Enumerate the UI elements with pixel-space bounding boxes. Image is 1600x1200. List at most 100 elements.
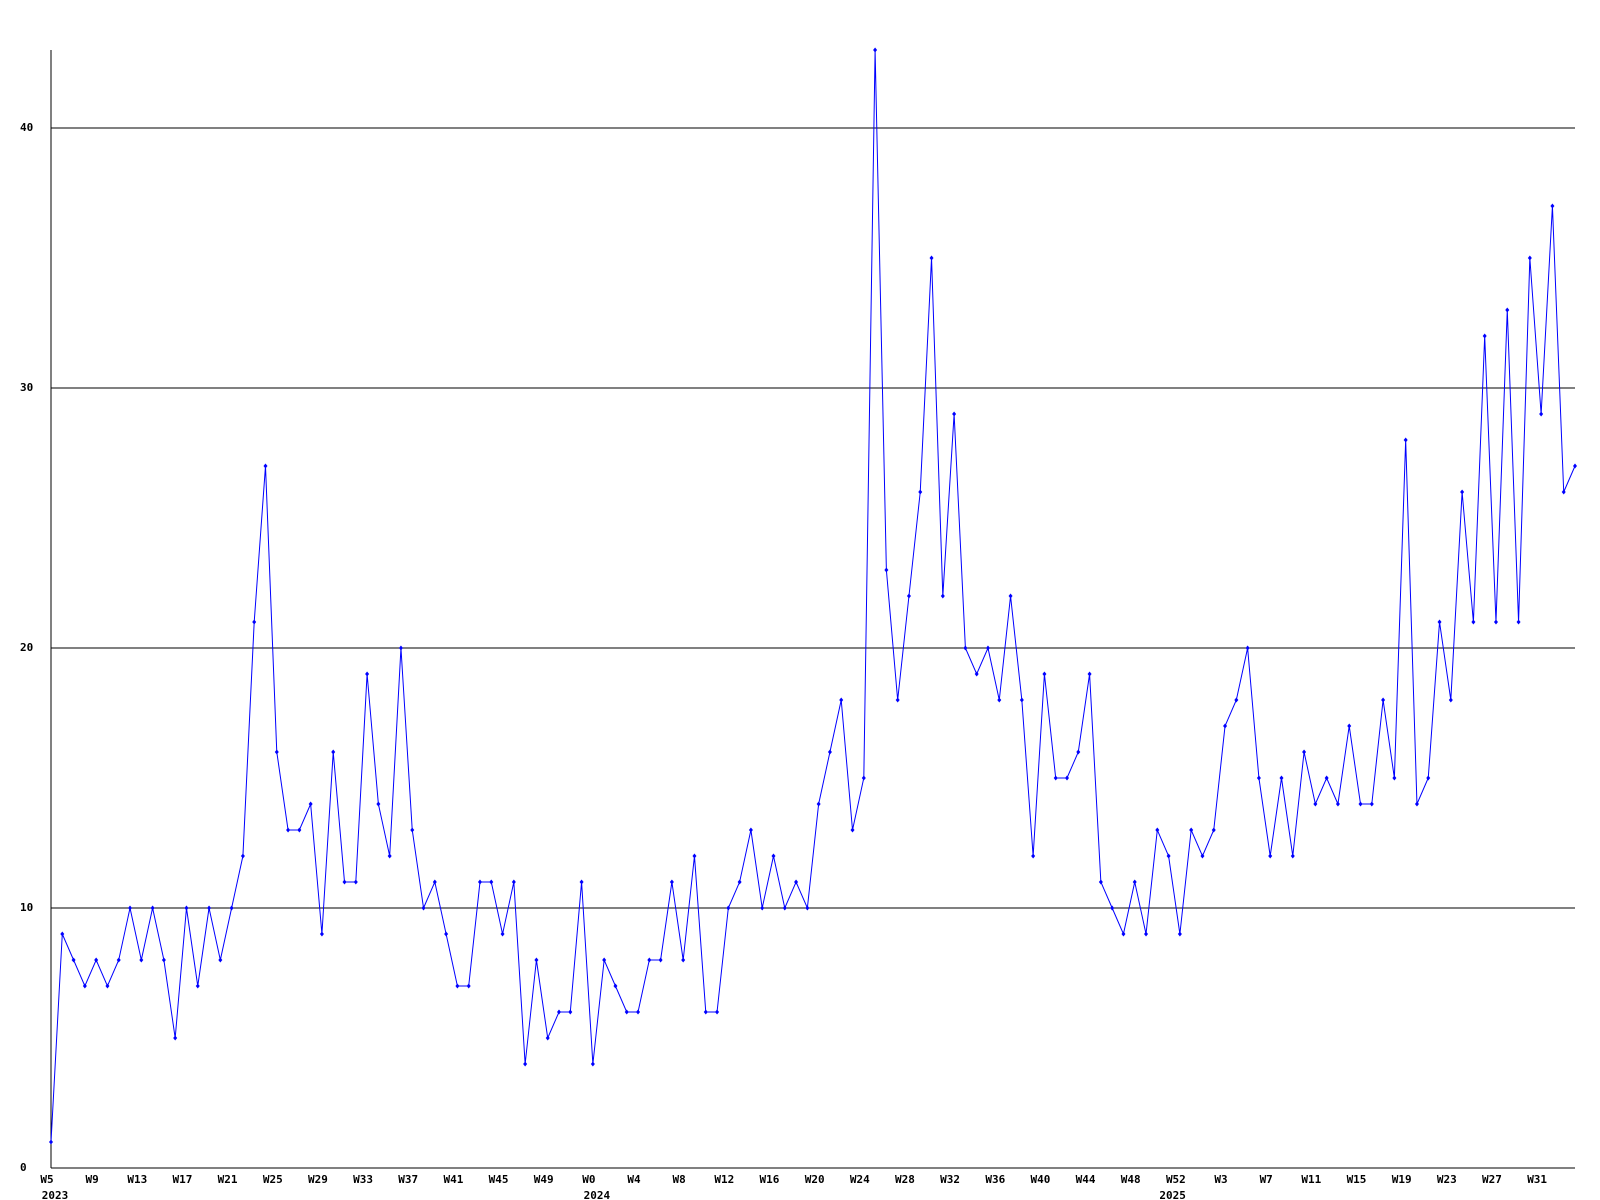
data-point [1505,307,1510,313]
data-point [1177,931,1182,937]
x-tick-label: W11 [1301,1173,1321,1186]
data-point [782,905,787,911]
x-tick-label: W13 [127,1173,147,1186]
x-tick-label: W9 [86,1173,99,1186]
data-point [1256,775,1261,781]
data-point [602,957,607,963]
x-tick-label: W27 [1482,1173,1502,1186]
x-tick-label: W48 [1121,1173,1141,1186]
x-tick-label: W41 [443,1173,463,1186]
data-point [432,879,437,885]
data-point [523,1061,528,1067]
data-point [647,957,652,963]
x-tick-label: W21 [218,1173,238,1186]
data-point [1414,801,1419,807]
data-point [477,879,482,885]
data-point [1110,905,1115,911]
data-point [624,1009,629,1015]
data-point [1573,463,1577,469]
data-point [489,879,494,885]
year-label: 2023 [42,1189,69,1200]
x-tick-label: W8 [673,1173,686,1186]
data-point [1460,489,1465,495]
x-tick-label: W7 [1260,1173,1273,1186]
x-tick-label: W24 [850,1173,870,1186]
data-point [1302,749,1307,755]
x-tick-label: W17 [173,1173,193,1186]
data-point [139,957,144,963]
data-point [184,905,189,911]
data-point [873,47,878,53]
data-point [105,983,110,989]
data-point [1550,203,1555,209]
data-point [579,879,584,885]
data-point [500,931,505,937]
data-point [1132,879,1137,885]
data-point [116,957,121,963]
data-point [568,1009,573,1015]
data-point [726,905,731,911]
y-tick-label: 0 [20,1161,27,1174]
data-point [940,593,945,599]
y-tick-label: 30 [20,381,33,394]
data-point [421,905,426,911]
data-point [1008,593,1013,599]
data-point [128,905,133,911]
data-point [1471,619,1476,625]
x-tick-label: W37 [398,1173,418,1186]
data-point [1144,931,1149,937]
data-point [94,957,99,963]
data-point [286,827,291,833]
data-point [590,1061,595,1067]
data-point [816,801,821,807]
x-tick-label: W12 [714,1173,734,1186]
x-tick-label: W15 [1347,1173,1367,1186]
data-point [1539,411,1544,417]
x-tick-label: W52 [1166,1173,1186,1186]
x-tick-label: W25 [263,1173,283,1186]
data-point [263,463,268,469]
x-tick-label: W4 [627,1173,641,1186]
data-point [365,671,370,677]
data-point [387,853,392,859]
data-point [308,801,313,807]
data-point [1211,827,1216,833]
x-tick-label: W28 [895,1173,915,1186]
data-point [229,905,234,911]
data-point [703,1009,708,1015]
data-point [1527,255,1532,261]
data-point [218,957,223,963]
data-point [1121,931,1126,937]
data-point [1392,775,1397,781]
data-point [557,1009,561,1015]
data-point [1437,619,1442,625]
data-point [444,931,449,937]
x-tick-label: W5 [40,1173,53,1186]
data-point [1042,671,1047,677]
data-point [455,983,460,989]
x-tick-label: W32 [940,1173,960,1186]
data-point [794,879,799,885]
data-point [240,853,245,859]
data-point [252,619,257,625]
data-point [1053,775,1058,781]
data-point [195,983,200,989]
data-point [771,853,776,859]
data-point [60,931,65,937]
data-point [1381,697,1386,703]
data-point [1279,775,1284,781]
data-point [906,593,911,599]
data-point [1403,437,1408,443]
data-point [760,905,765,911]
data-point [511,879,516,885]
data-point [636,1009,641,1015]
x-tick-label: W33 [353,1173,373,1186]
data-point [827,749,832,755]
data-point [929,255,934,261]
data-point [1335,801,1340,807]
data-point [71,957,76,963]
data-point [1155,827,1160,833]
data-point [681,957,686,963]
data-point [737,879,742,885]
